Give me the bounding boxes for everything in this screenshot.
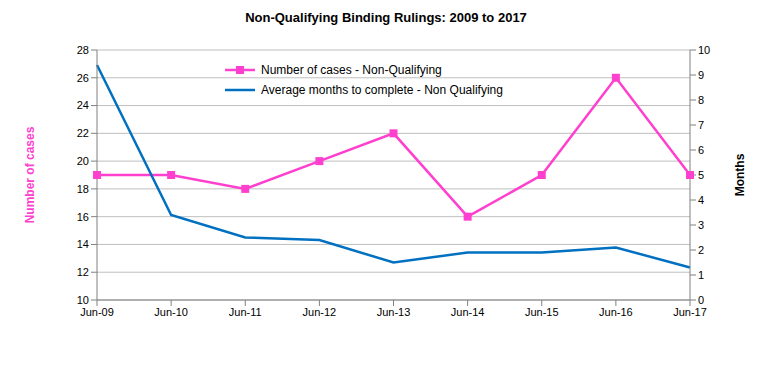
svg-text:Jun-09: Jun-09 [80,306,114,318]
svg-text:0: 0 [698,294,704,306]
svg-text:14: 14 [77,238,89,250]
svg-text:28: 28 [77,44,89,56]
svg-text:20: 20 [77,155,89,167]
html-text:Number of cases - Non-Qualifyi: Number of cases - Non-Qualifying [261,63,442,77]
svg-text:9: 9 [698,69,704,81]
svg-text:18: 18 [77,183,89,195]
svg-text:Number of cases: Number of cases [23,126,37,223]
svg-text:Jun-12: Jun-12 [303,306,337,318]
svg-text:2: 2 [698,244,704,256]
svg-text:4: 4 [698,194,704,206]
svg-text:Months: Months [733,153,747,196]
svg-text:1: 1 [698,269,704,281]
svg-text:7: 7 [698,119,704,131]
svg-text:10: 10 [698,44,710,56]
svg-text:8: 8 [698,94,704,106]
svg-text:3: 3 [698,219,704,231]
svg-text:Jun-10: Jun-10 [154,306,188,318]
svg-text:12: 12 [77,266,89,278]
svg-text:26: 26 [77,72,89,84]
svg-text:Jun-13: Jun-13 [377,306,411,318]
svg-text:16: 16 [77,211,89,223]
svg-text:Jun-17: Jun-17 [673,306,707,318]
svg-text:Jun-16: Jun-16 [599,306,633,318]
html-text:Average months to complete - N: Average months to complete - Non Qualify… [261,83,503,97]
svg-text:5: 5 [698,169,704,181]
svg-text:Jun-11: Jun-11 [229,306,262,318]
svg-text:Jun-14: Jun-14 [451,306,485,318]
svg-text:6: 6 [698,144,704,156]
svg-text:22: 22 [77,127,89,139]
svg-text:10: 10 [77,294,89,306]
svg-text:24: 24 [77,99,89,111]
html-text:Non-Qualifying Binding Rulings: Non-Qualifying Binding Rulings: 2009 to … [245,10,527,25]
svg-text:Jun-15: Jun-15 [525,306,559,318]
